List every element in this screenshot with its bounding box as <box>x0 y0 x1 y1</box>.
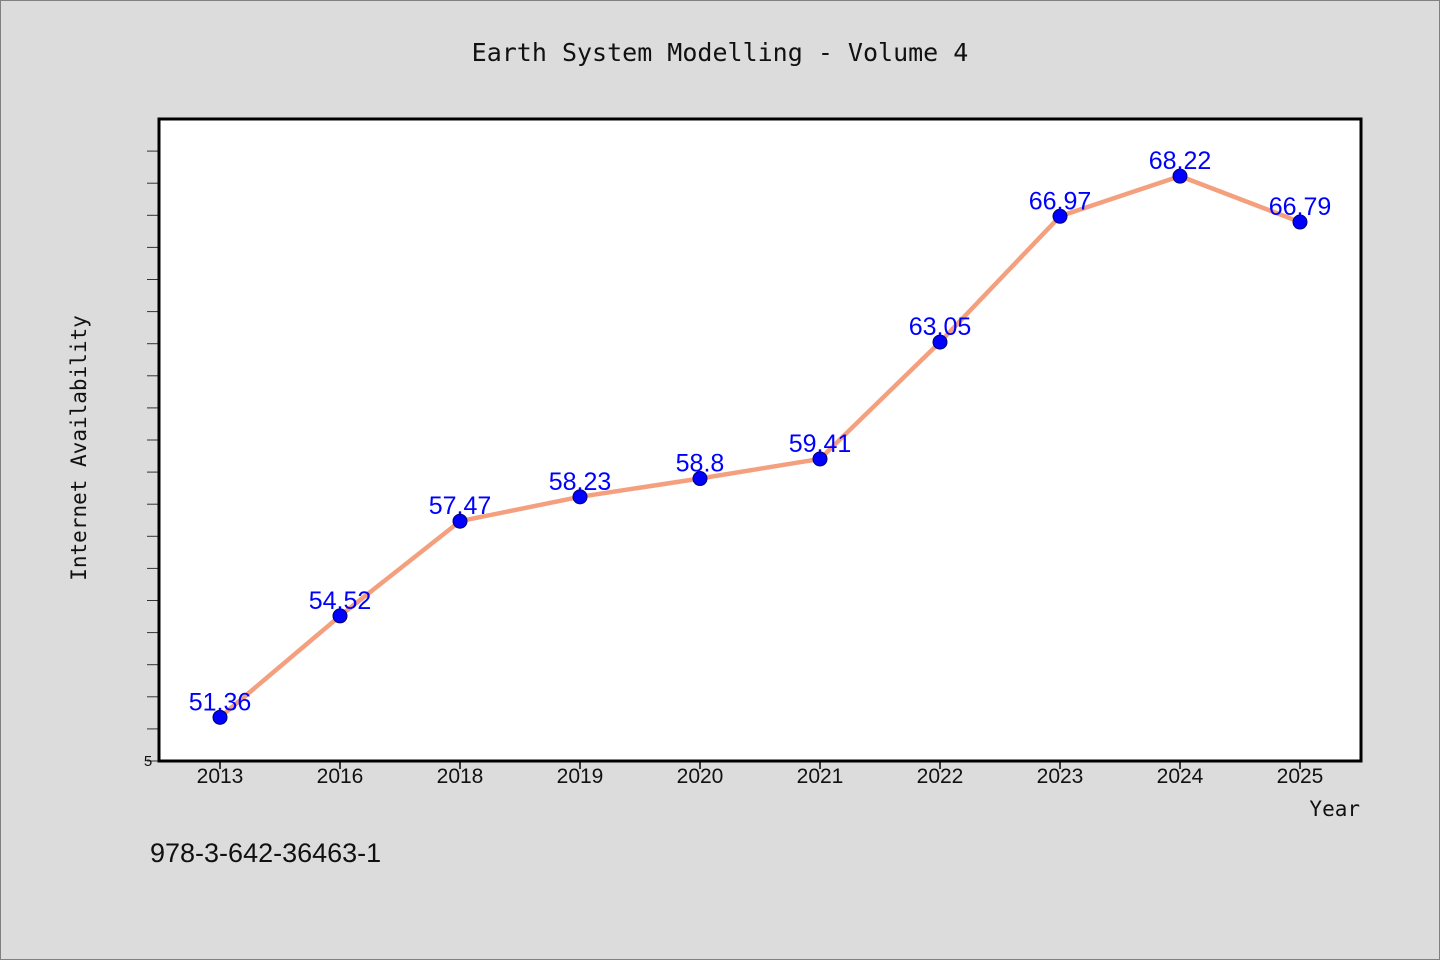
data-labels: 51.36 54.52 57.47 58.23 58.8 59.41 63.05 66.97 6… <box>189 147 1332 716</box>
data-label: 66.79 <box>1269 193 1332 221</box>
x-tick-label: 2018 <box>437 765 484 788</box>
x-tick-label: 2023 <box>1037 765 1084 788</box>
x-tick-label: 2025 <box>1277 765 1324 788</box>
y-tick-label: 5 <box>144 753 152 770</box>
data-point <box>1172 168 1188 184</box>
x-tick-label: 2021 <box>797 765 844 788</box>
x-tick-label: 2016 <box>317 765 364 788</box>
x-tick-label: 2020 <box>677 765 724 788</box>
data-label: 54.52 <box>309 587 372 615</box>
data-label: 68.22 <box>1149 147 1212 175</box>
data-point <box>212 709 228 725</box>
data-point <box>1292 214 1308 230</box>
y-axis-ticks <box>147 150 159 762</box>
data-label: 51.36 <box>189 688 252 716</box>
data-point <box>692 471 708 487</box>
plot-border <box>157 117 1363 763</box>
y-axis-label: Internet Availability <box>67 315 91 581</box>
data-point <box>932 334 948 350</box>
x-tick-label: 2022 <box>917 765 964 788</box>
data-point <box>452 513 468 529</box>
chart-title: Earth System Modelling - Volume 4 <box>472 38 969 67</box>
data-point <box>332 608 348 624</box>
data-point <box>572 489 588 505</box>
data-point <box>812 451 828 467</box>
data-point <box>1052 208 1068 224</box>
data-label: 58.23 <box>549 468 612 496</box>
x-tick-label: 2019 <box>557 765 604 788</box>
x-axis-label: Year <box>1309 797 1360 821</box>
data-points <box>212 168 1308 725</box>
data-label: 59.41 <box>789 430 852 458</box>
data-label: 66.97 <box>1029 187 1092 215</box>
isbn-text: 978-3-642-36463-1 <box>150 838 381 868</box>
x-axis-ticks: 2013 2016 2018 2019 2020 2021 2022 2023 2024 2025 <box>197 761 1324 788</box>
data-label: 58.8 <box>676 450 725 478</box>
data-label: 57.47 <box>429 492 492 520</box>
series-line <box>217 173 1303 720</box>
x-tick-label: 2013 <box>197 765 244 788</box>
plot-area <box>159 119 1361 761</box>
data-label: 63.05 <box>909 313 972 341</box>
x-tick-label: 2024 <box>1157 765 1204 788</box>
